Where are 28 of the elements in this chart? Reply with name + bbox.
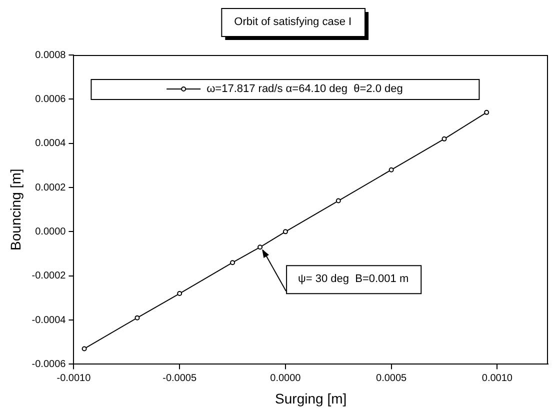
y-tick-label: -0.0002 — [32, 270, 66, 282]
y-tick-label: -0.0004 — [32, 314, 66, 326]
chart-title: Orbit of satisfying case I — [234, 16, 352, 28]
point — [388, 167, 394, 172]
point — [177, 291, 182, 296]
y-tick-label: 0.0002 — [35, 182, 66, 194]
y-tick-label: 0.0006 — [35, 94, 66, 105]
legend-label: ω=17.817 rad/s α=64.10 deg θ=2.0 deg — [206, 83, 403, 96]
y-tick-label: -0.0006 — [32, 358, 66, 370]
x-axis-title: Surging [m] — [275, 390, 347, 406]
point — [230, 260, 236, 266]
x-tick-label: 0.0000 — [270, 372, 302, 384]
y-tick-label: 0.0000 — [35, 226, 66, 238]
x-tick-label: -0.0010 — [56, 372, 92, 384]
x-tick-label: -0.0005 — [162, 372, 197, 384]
y-axis-title: Bouncing [m] — [7, 168, 24, 250]
x-tick-label: 0.0010 — [482, 372, 513, 384]
annotation: ψ= 30 deg B=0.001 m — [298, 273, 409, 286]
point — [82, 346, 87, 352]
point — [442, 136, 447, 142]
x-tick-label: 0.0005 — [376, 372, 408, 384]
point — [484, 110, 490, 115]
point — [282, 229, 288, 234]
point — [336, 198, 341, 204]
y-tick-label: 0.0004 — [35, 138, 66, 150]
point — [258, 244, 263, 250]
point — [134, 315, 140, 320]
y-tick-label: 0.0008 — [35, 50, 66, 61]
